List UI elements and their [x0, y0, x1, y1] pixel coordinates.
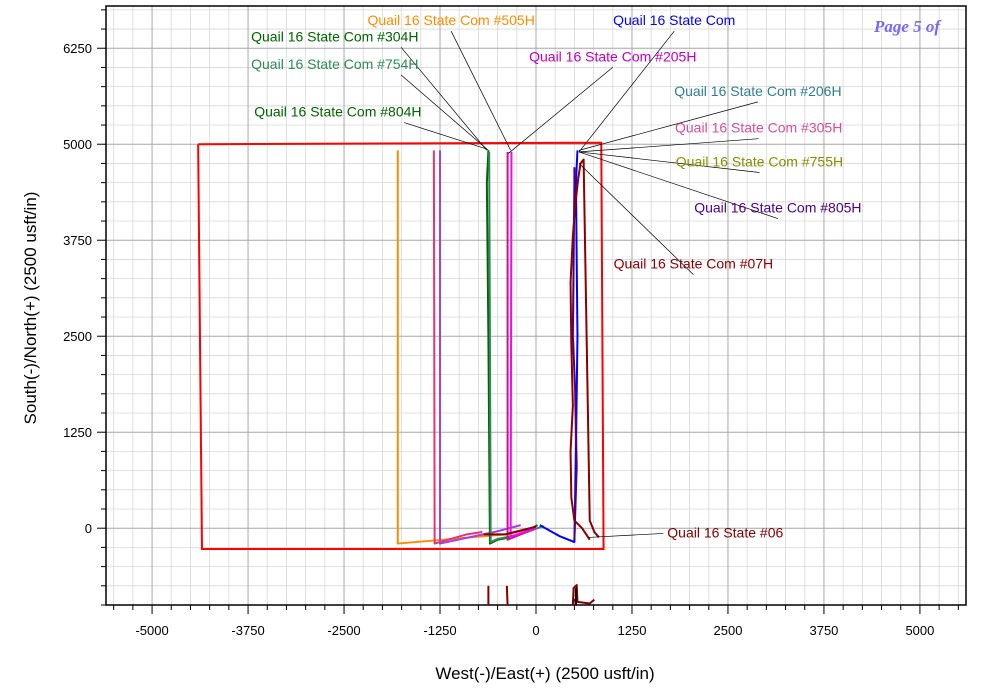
- x-axis-title: West(-)/East(+) (2500 usft/in): [435, 664, 654, 683]
- well-paths: [396, 150, 600, 606]
- major-grid: [106, 6, 966, 605]
- well-path: [509, 151, 537, 539]
- x-tick-label: -3750: [231, 623, 264, 638]
- well-path: [569, 158, 600, 541]
- leader-line: [508, 67, 614, 154]
- well-label: Quail 16 State Com #754H: [251, 56, 418, 72]
- x-tick-label: 2500: [714, 623, 743, 638]
- well-path: [439, 150, 521, 545]
- axis-ticks: [97, 9, 959, 614]
- well-path: [571, 584, 595, 606]
- y-tick-labels: 0 1250 2500 3750 5000 6250: [63, 41, 92, 536]
- y-tick-label: 2500: [63, 329, 92, 344]
- well-path: [483, 525, 537, 536]
- well-label: Quail 16 State Com #804H: [254, 104, 421, 120]
- well-label: Quail 16 State Com #305H: [675, 120, 842, 136]
- well-path: [432, 150, 483, 545]
- x-tick-label: 3750: [809, 623, 838, 638]
- well-label: Quail 16 State Com #205H: [529, 48, 696, 64]
- well-label: Quail 16 State Com #206H: [674, 83, 841, 99]
- x-tick-label: 0: [532, 623, 539, 638]
- leader-line: [578, 163, 694, 275]
- x-tick-label: 5000: [905, 623, 934, 638]
- y-tick-label: 5000: [63, 137, 92, 152]
- y-tick-label: 0: [85, 521, 92, 536]
- x-tick-label: -5000: [135, 623, 168, 638]
- well-label: Quail 16 State Com #805H: [694, 200, 861, 216]
- y-tick-label: 1250: [63, 425, 92, 440]
- x-tick-label: 1250: [618, 623, 647, 638]
- leader-line: [578, 151, 760, 173]
- x-tick-label: -1250: [423, 623, 456, 638]
- page-marker: Page 5 of: [873, 17, 942, 36]
- boundary-polygon: [197, 141, 605, 550]
- well-path: [571, 167, 578, 540]
- well-label: Quail 16 State Com #07H: [614, 256, 774, 272]
- y-tick-label: 6250: [63, 41, 92, 56]
- leader-line: [578, 138, 759, 153]
- y-tick-label: 3750: [63, 233, 92, 248]
- leader-line: [404, 122, 487, 150]
- leader-line: [578, 101, 759, 151]
- well-path: [505, 585, 509, 606]
- well-label: Quail 16 State Com #755H: [676, 154, 843, 170]
- annotation-leaders: [400, 30, 778, 538]
- minor-grid: [106, 6, 966, 606]
- well-label: Quail 16 State Com #304H: [251, 28, 418, 44]
- x-tick-labels: -5000 -3750 -2500 -1250 0 1250 2500 3750 5000: [135, 623, 934, 638]
- leader-line: [400, 47, 488, 151]
- leader-line: [588, 533, 664, 538]
- leader-line: [450, 31, 511, 151]
- lease-boundary: [197, 141, 605, 550]
- well-label: Quail 16 State Com: [613, 12, 735, 28]
- well-label: Quail 16 State #06: [667, 524, 783, 540]
- leader-line: [578, 151, 778, 219]
- y-axis-title: South(-)/North(+) (2500 usft/in): [21, 192, 40, 425]
- well-path: [396, 150, 537, 545]
- leader-line: [578, 30, 675, 153]
- x-tick-label: -2500: [327, 623, 360, 638]
- well-label: Quail 16 State Com #505H: [367, 12, 534, 28]
- leader-line: [400, 74, 489, 151]
